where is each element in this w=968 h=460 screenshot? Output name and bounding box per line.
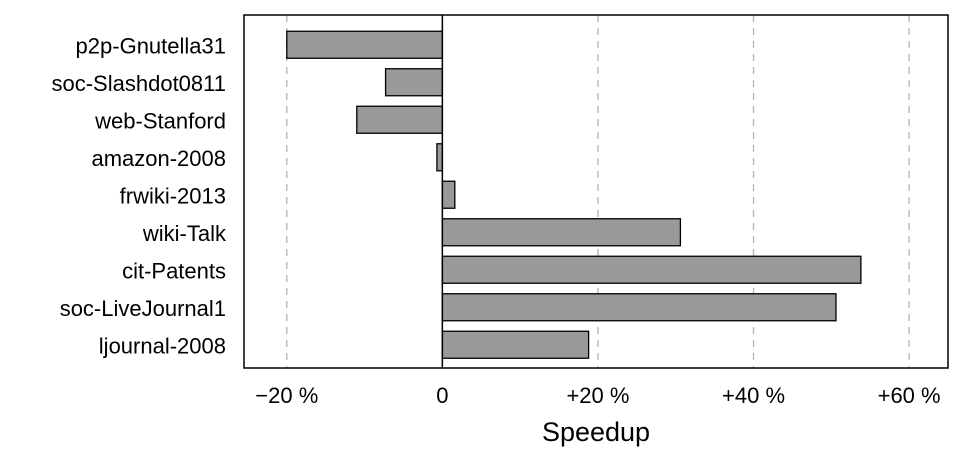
bars: [286, 30, 862, 359]
category-label: ljournal-2008: [99, 333, 226, 358]
bar-soc-Slashdot0811: [384, 68, 444, 97]
axes: [243, 14, 949, 369]
bar-frwiki-2013: [441, 180, 456, 209]
category-label: soc-Slashdot0811: [52, 71, 227, 96]
bar-soc-LiveJournal1: [441, 293, 837, 322]
x-tick-label: −20 %: [255, 383, 318, 408]
bar-p2p-Gnutella31: [286, 30, 444, 59]
x-tick-label: +60 %: [878, 383, 941, 408]
category-label: cit-Patents: [122, 258, 226, 283]
bar-ljournal-2008: [441, 330, 590, 359]
x-tick-label: +40 %: [722, 383, 785, 408]
bar-cit-Patents: [441, 255, 862, 284]
x-tick-label: 0: [436, 383, 448, 408]
grid-lines: [286, 15, 910, 368]
plot-frame: [243, 14, 949, 369]
bar-web-Stanford: [356, 105, 444, 134]
category-label: wiki-Talk: [142, 221, 227, 246]
x-tick-label: +20 %: [566, 383, 629, 408]
category-label: frwiki-2013: [120, 183, 226, 208]
bar-amazon-2008: [436, 143, 444, 172]
labels: p2p-Gnutella31 soc-Slashdot0811 web-Stanfo…: [52, 33, 941, 408]
category-label: soc-LiveJournal1: [60, 296, 226, 321]
category-label: amazon-2008: [91, 146, 226, 171]
bar-wiki-Talk: [441, 218, 682, 247]
category-label: p2p-Gnutella31: [76, 33, 226, 58]
x-axis-label: Speedup: [542, 417, 650, 447]
category-label: web-Stanford: [94, 108, 226, 133]
